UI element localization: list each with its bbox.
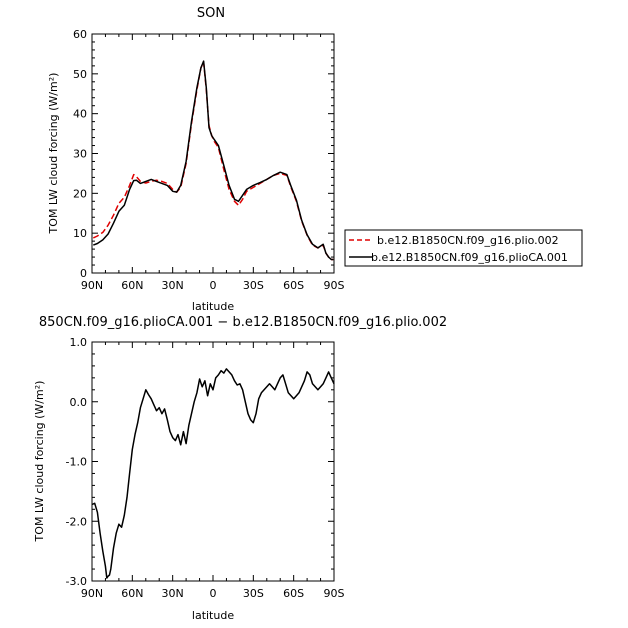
bottom-y-tick-label: -3.0 [66, 575, 87, 588]
bottom-series-line-0 [91, 368, 335, 579]
top-x-tick-label: 0 [210, 279, 217, 292]
bottom-series [91, 368, 335, 579]
bottom-x-axis-label: latitude [192, 609, 234, 622]
legend-label-plio: b.e12.B1850CN.f09_g16.plio.002 [377, 234, 559, 247]
top-x-tick-label: 90S [324, 279, 345, 292]
top-chart-title: SON [197, 6, 225, 21]
bottom-panel: 850CN.f09_g16.plioCA.001 − b.e12.B1850CN… [33, 315, 447, 622]
legend-label-plioca: b.e12.B1850CN.f09_g16.plioCA.001 [371, 251, 568, 264]
bottom-ticks: 90N 60N 30N 0 30S 60S 90S -3.0 -2.0 -1.0 0.0 1.0 [66, 336, 345, 600]
top-x-tick-label: 30N [162, 279, 184, 292]
top-series-line-1 [93, 60, 334, 261]
top-series-line-0 [92, 61, 334, 261]
bottom-y-tick-label: -2.0 [66, 515, 87, 528]
bottom-x-tick-label: 0 [210, 587, 217, 600]
top-y-tick-label: 20 [73, 187, 87, 200]
bottom-x-tick-label: 30S [243, 587, 264, 600]
top-plot-frame [91, 33, 335, 274]
top-panel: SON 90N 60N 30N 0 30S 60S 90S 0 10 20 30 40 50 60 lat… [47, 6, 345, 313]
bottom-y-tick-label: 0.0 [70, 396, 88, 409]
bottom-x-tick-label: 60S [283, 587, 304, 600]
bottom-x-tick-label: 60N [121, 587, 143, 600]
top-x-axis-label: latitude [192, 300, 234, 313]
top-y-tick-label: 60 [73, 28, 87, 41]
top-x-tick-label: 30S [243, 279, 264, 292]
bottom-x-tick-label: 30N [162, 587, 184, 600]
top-y-tick-label: 10 [73, 227, 87, 240]
top-y-axis-label: TOM LW cloud forcing (W/m²) [47, 73, 60, 235]
top-y-tick-label: 30 [73, 148, 87, 161]
top-y-tick-label: 40 [73, 108, 87, 121]
top-x-tick-label: 60N [121, 279, 143, 292]
bottom-y-tick-label: -1.0 [66, 456, 87, 469]
bottom-y-axis-label: TOM LW cloud forcing (W/m²) [33, 381, 46, 543]
top-y-tick-label: 50 [73, 68, 87, 81]
top-x-tick-label: 90N [81, 279, 103, 292]
top-series [92, 60, 334, 261]
bottom-x-tick-label: 90N [81, 587, 103, 600]
top-y-tick-label: 0 [80, 267, 87, 280]
top-x-tick-label: 60S [283, 279, 304, 292]
legend-box [344, 229, 583, 267]
legend: b.e12.B1850CN.f09_g16.plio.002 b.e12.B18… [344, 229, 583, 267]
bottom-plot-frame [91, 341, 335, 582]
bottom-chart-title: 850CN.f09_g16.plioCA.001 − b.e12.B1850CN… [39, 315, 447, 330]
top-ticks: 90N 60N 30N 0 30S 60S 90S 0 10 20 30 40 50 60 [73, 28, 345, 292]
bottom-x-tick-label: 90S [324, 587, 345, 600]
bottom-y-tick-label: 1.0 [70, 336, 88, 349]
